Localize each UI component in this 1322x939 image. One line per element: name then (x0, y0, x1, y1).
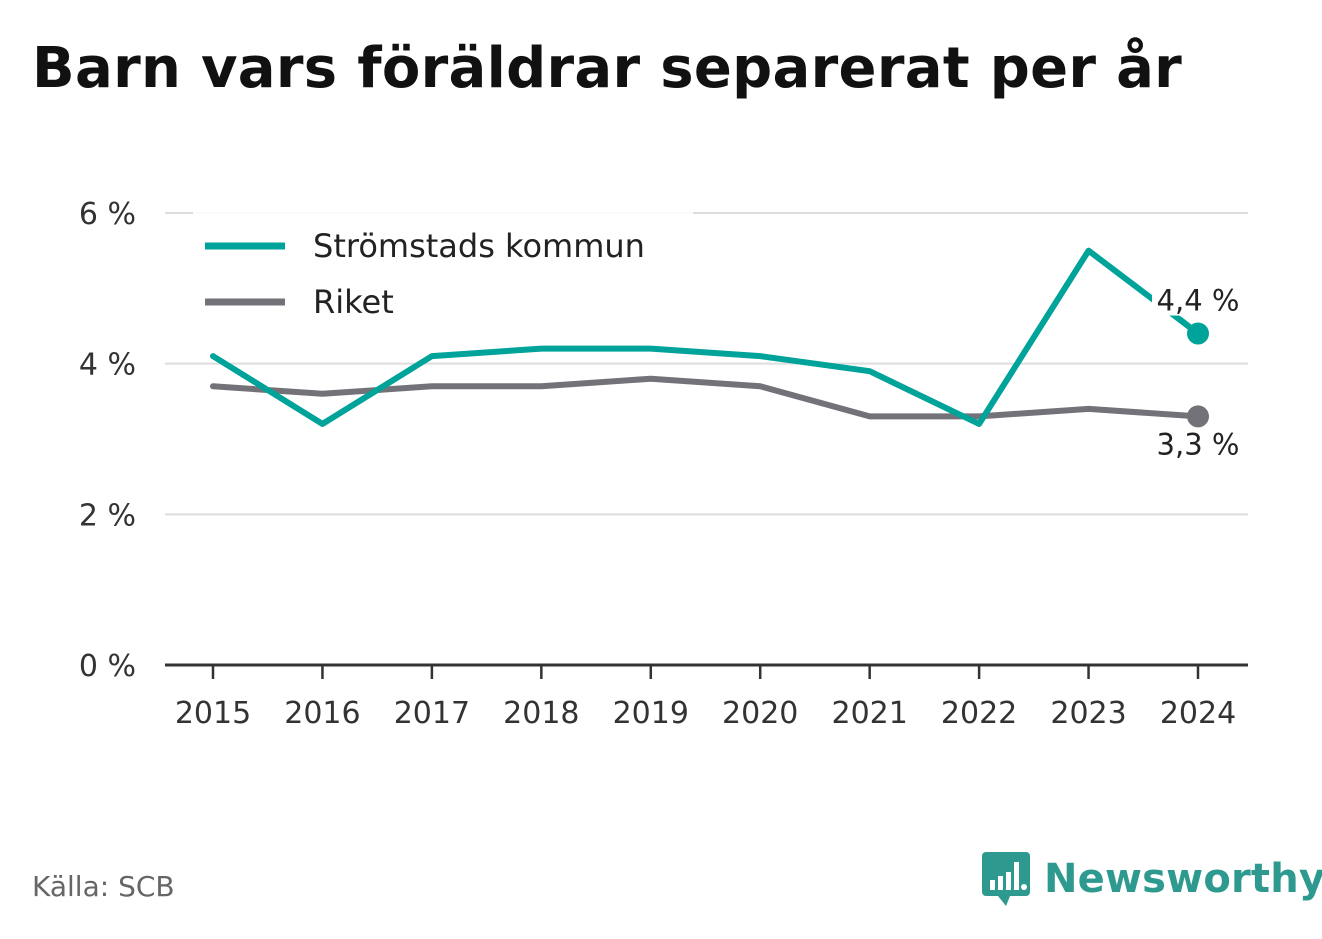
x-tick-label: 2021 (831, 696, 907, 731)
label-background (1152, 281, 1240, 316)
x-tick-label: 2022 (941, 696, 1017, 731)
x-tick-label: 2015 (175, 696, 251, 731)
bar-chart-speech-bubble-icon (982, 852, 1030, 906)
x-tick-label: 2017 (394, 696, 470, 731)
y-tick-label: 2 % (79, 498, 136, 533)
x-tick-label: 2018 (503, 696, 579, 731)
label-leader (1177, 316, 1197, 334)
legend-label: Riket (313, 283, 394, 321)
y-tick-label: 6 % (79, 197, 136, 232)
source-note: Källa: SCB (32, 870, 175, 903)
series-line (210, 247, 1201, 427)
brand-name: Newsworthy (1044, 856, 1322, 902)
end-label: 3,3 % (1157, 427, 1240, 461)
legend: Strömstads kommun Riket (193, 212, 693, 324)
data-labels: 4,4 % 3,3 % (1152, 281, 1240, 461)
x-tick-label: 2023 (1050, 696, 1126, 731)
brand-logo[interactable]: Newsworthy (980, 850, 1322, 908)
x-tick-label: 2024 (1160, 696, 1236, 731)
end-label: 4,4 % (1157, 284, 1240, 318)
x-tick-label: 2020 (722, 696, 798, 731)
series-lines (210, 247, 1209, 428)
y-tick-label: 0 % (79, 649, 136, 684)
legend-label: Strömstads kommun (313, 227, 645, 265)
y-tick-label: 4 % (79, 348, 136, 383)
grid-lines: 0 % 2 % 4 % 6 % (79, 197, 1248, 684)
x-tick-label: 2016 (284, 696, 360, 731)
x-axis: 2015 2016 2017 2018 2019 2020 2021 2022 2023 2024 (165, 663, 1248, 731)
chart-title: Barn vars föräldrar separerat per år (32, 36, 1183, 101)
x-tick-label: 2019 (613, 696, 689, 731)
series-end-point (1187, 405, 1209, 428)
